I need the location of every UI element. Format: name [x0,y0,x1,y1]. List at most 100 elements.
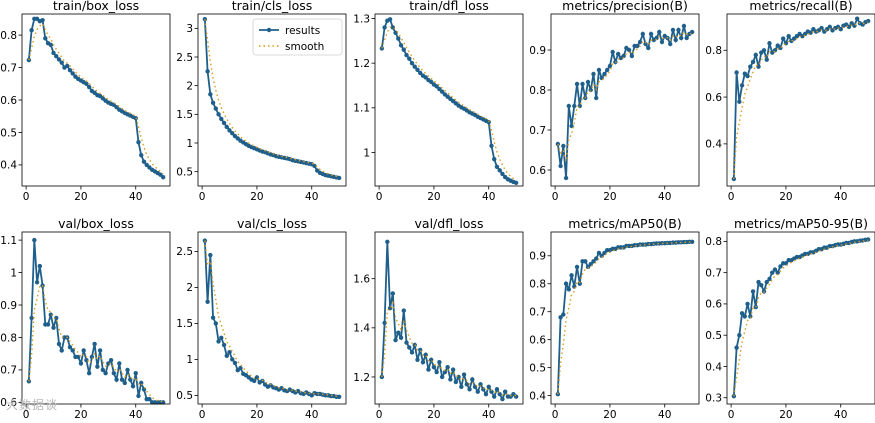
results-point [643,41,648,47]
results-point [251,378,257,384]
results-point [577,281,582,286]
x-tick-label: 20 [74,191,87,203]
plot-frame [197,13,347,187]
results-point [808,30,813,35]
subplot-5: metrics/recall(B) 0 20 40 0.4 0.6 0.8 [705,0,875,203]
results-point [448,377,453,382]
subplot-1: train/box_loss 0 20 40 0.4 0.5 0.6 0.7 0.8 [0,0,171,203]
results-point [29,315,34,321]
x-tick-label: 20 [74,409,87,421]
results-point [563,175,569,181]
x-tick-label: 40 [305,409,318,421]
results-point [119,377,125,382]
y-tick-label: 0.4 [705,139,722,151]
results-point [470,377,475,382]
results-point [382,320,387,326]
subplot-title: val/box_loss [58,216,134,231]
watermark: 大数据谈 [6,398,59,412]
x-tick-label: 20 [779,191,792,203]
results-line [732,16,869,180]
results-point [596,250,602,256]
x-tick-label: 0 [376,409,383,421]
results-point [497,168,502,173]
results-point [205,69,210,74]
subplot-6: val/box_loss 0 20 40 0.6 0.7 0.8 0.9 1 1.1 [0,216,171,421]
results-point [224,353,229,358]
results-point [54,315,59,321]
y-tick-label: 2 [186,282,193,294]
y-tick-label: 0.7 [529,307,546,319]
x-tick-label: 40 [482,191,495,203]
results-point [684,35,689,41]
results-point [500,171,505,177]
results-point [635,43,640,49]
y-tick-label: 1 [10,267,17,279]
subplot-title: metrics/precision(B) [562,0,688,13]
results-point [865,18,871,24]
results-point [407,345,412,350]
x-tick-label: 40 [834,409,847,421]
results-point [764,57,769,62]
y-tick-label: 0.5 [705,330,722,342]
results-point [393,30,398,35]
x-tick-label: 40 [129,409,142,421]
y-tick-label: 0.8 [0,30,17,42]
results-point [437,86,442,92]
results-point [144,162,149,168]
y-tick-label: 0.7 [529,125,546,137]
x-tick-label: 40 [834,191,847,203]
results-point [51,325,56,330]
results-point [67,67,73,73]
results-point [106,361,111,366]
results-point [750,289,756,294]
results-point [610,49,615,55]
results-point [420,360,426,365]
results-point [574,81,580,87]
y-tick-label: 0.7 [705,267,722,279]
x-tick-label: 40 [305,191,318,203]
results-point [734,70,739,75]
results-point [37,263,43,269]
results-point [230,131,235,136]
results-point [439,374,445,380]
results-point [594,256,599,261]
results-point [604,67,610,73]
results-line [732,238,869,397]
results-point [731,393,737,399]
results-point [122,380,127,386]
results-point [232,360,238,366]
x-tick-label: 40 [658,191,671,203]
subplot-title: val/dfl_loss [415,216,484,231]
smooth-line [204,240,340,398]
results-point [637,39,643,45]
results-point [213,106,219,111]
results-point [561,312,566,317]
results-point [208,252,213,258]
results-point [467,387,472,392]
smooth-line [28,22,164,175]
results-line [203,240,340,398]
results-point [34,280,40,285]
results-point [475,389,480,394]
results-point [84,81,89,86]
results-point [205,299,210,305]
results-point [75,354,81,360]
results-point [483,391,489,397]
x-tick-label: 0 [23,191,30,203]
results-point [775,270,780,275]
results-point [591,259,596,264]
results-point [108,357,114,363]
results-point [602,71,607,77]
results-point [219,116,224,122]
results-point [489,143,494,148]
plot-frame [21,13,171,187]
results-point [398,43,404,48]
plot-frame [550,231,700,405]
results-point [745,73,750,79]
plot-frame [21,231,171,405]
results-point [409,350,415,355]
results-line [380,241,517,402]
results-point [396,36,401,41]
x-tick-label: 40 [482,409,495,421]
results-point [210,100,216,106]
